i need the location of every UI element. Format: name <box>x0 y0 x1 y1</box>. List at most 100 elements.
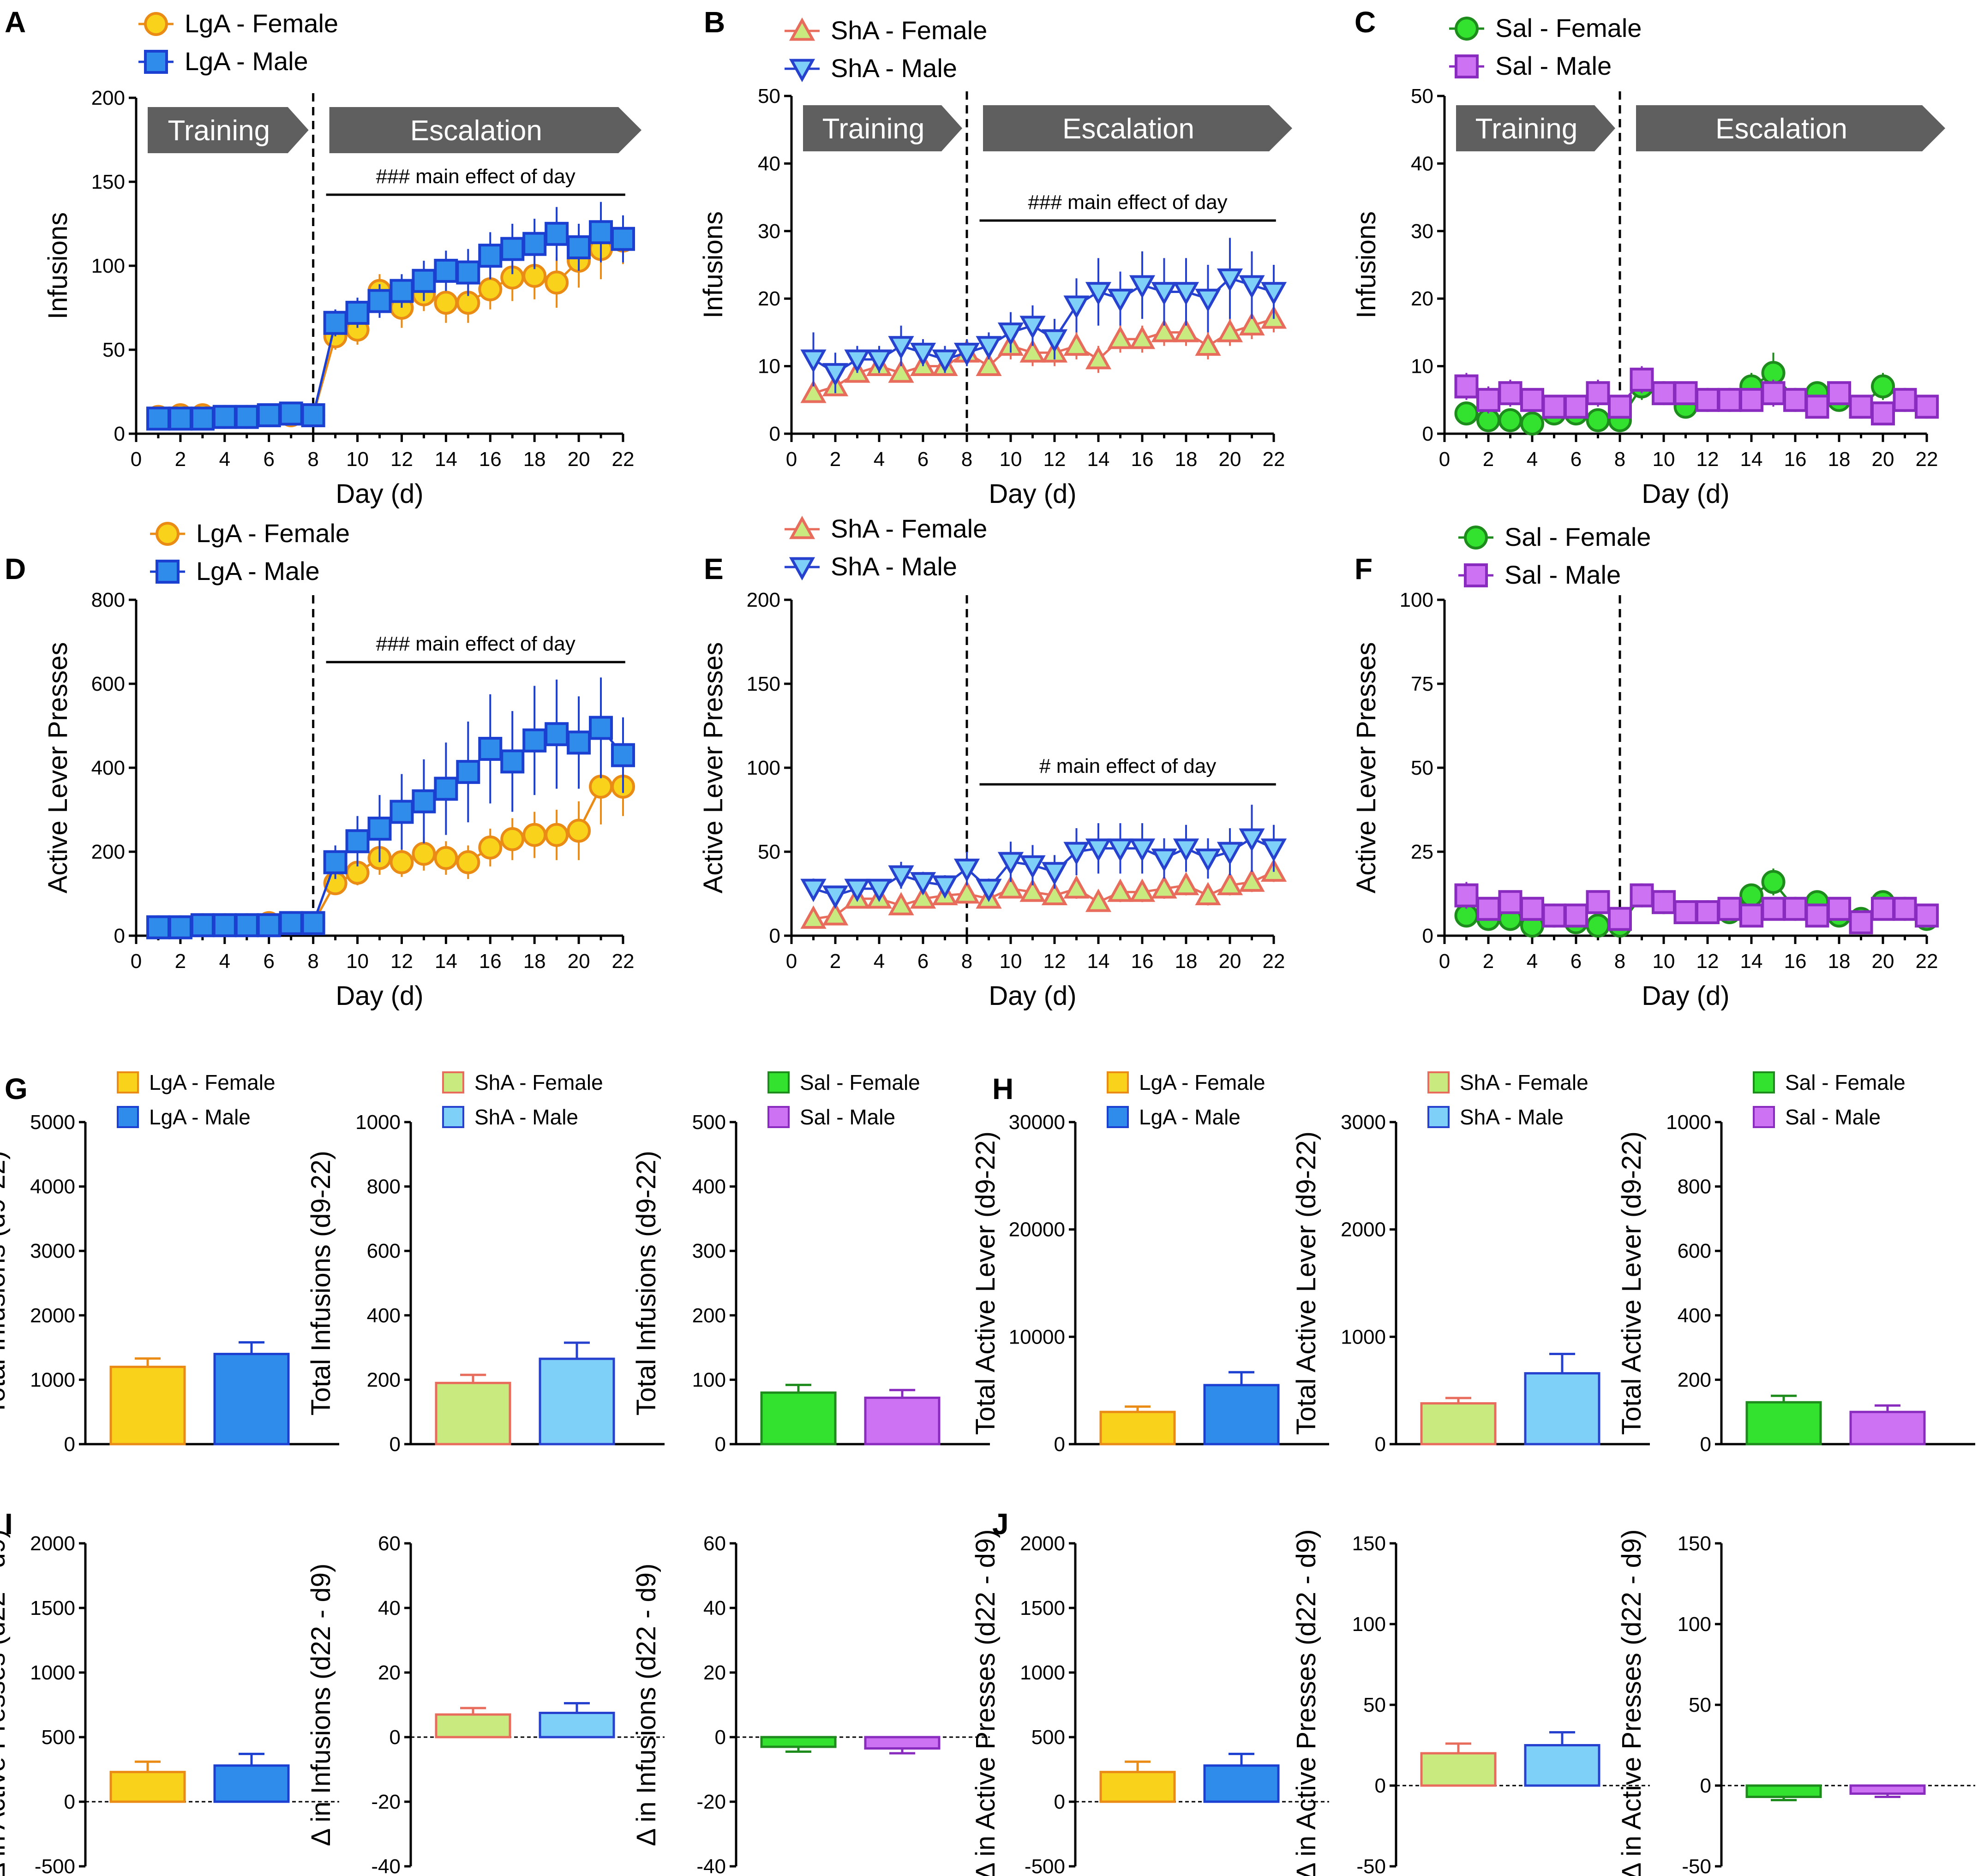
x-tick-label: 16 <box>1784 950 1807 973</box>
data-point <box>1520 412 1544 436</box>
y-tick-label: 2000 <box>30 1532 75 1555</box>
legend-label: Sal - Male <box>1504 560 1621 589</box>
data-point <box>844 349 870 373</box>
data-point <box>1696 900 1720 925</box>
data-point <box>1805 394 1829 419</box>
training-phase-arrow <box>803 105 962 151</box>
legend-label: ShA - Male <box>831 552 957 581</box>
bar-sal-female <box>1745 1784 1822 1798</box>
x-tick-label: 6 <box>263 950 274 973</box>
legend-label: Sal - Female <box>800 1070 920 1094</box>
bar-lga-female <box>109 1771 186 1803</box>
data-point <box>910 342 936 366</box>
data-point <box>1041 882 1068 906</box>
y-axis-title: Δ in Active Presses (d22 - d9) <box>1617 1529 1647 1876</box>
legend: ShA - Female ShA - Male <box>785 16 987 83</box>
legend-swatch <box>1107 1071 1129 1093</box>
legend-label: ShA - Male <box>1460 1105 1564 1129</box>
significance-annotation: ### main effect of day <box>376 165 575 188</box>
training-phase-label: Training <box>1475 113 1578 145</box>
data-point <box>1151 319 1177 342</box>
y-axis-title: Δ in Infusions (d22 - d9) <box>306 1564 336 1846</box>
legend-swatch <box>1427 1106 1450 1128</box>
data-point <box>168 915 192 939</box>
panel-label: C <box>1355 6 1376 39</box>
data-point <box>1608 907 1632 931</box>
data-point <box>1871 401 1895 426</box>
x-tick-label: 10 <box>1000 448 1022 471</box>
data-point <box>1498 381 1522 406</box>
bar-chart-sub-5: 0 200 400 600 800 1000 Total Active Lever (d9-… <box>1617 1070 1975 1456</box>
significance-annotation: # main effect of day <box>1039 755 1216 777</box>
x-tick-label: 6 <box>917 448 929 471</box>
legend-label: ShA - Female <box>831 16 987 45</box>
data-point <box>589 774 613 799</box>
bar-chart-sub-1: 0 200 400 600 800 1000 Total Infusions (d9-22)… <box>306 1070 665 1456</box>
data-point <box>1151 875 1177 899</box>
data-point <box>257 403 281 427</box>
bar-lga-male <box>213 1353 290 1446</box>
x-tick-label: 22 <box>1263 950 1285 973</box>
y-tick-label: 50 <box>102 339 125 361</box>
x-tick-label: 16 <box>1784 448 1807 471</box>
data-point <box>390 279 414 303</box>
x-tick-label: 4 <box>874 448 885 471</box>
data-point <box>279 911 303 935</box>
y-tick-label: 0 <box>1375 1433 1386 1456</box>
x-tick-label: 0 <box>131 950 142 973</box>
bar-sal-female <box>760 1736 837 1748</box>
bar-lga-female <box>1099 1410 1176 1446</box>
y-tick-label: 0 <box>1422 423 1433 445</box>
x-tick-label: 6 <box>917 950 929 973</box>
data-point <box>1173 872 1199 896</box>
data-point <box>1454 374 1479 399</box>
data-point <box>1041 862 1068 885</box>
data-point <box>1871 896 1895 921</box>
data-point <box>1019 855 1046 879</box>
x-tick-label: 4 <box>1527 448 1538 471</box>
legend-marker <box>1455 54 1479 78</box>
x-tick-label: 4 <box>219 448 230 471</box>
x-tick-label: 8 <box>1614 448 1625 471</box>
y-tick-label: 500 <box>42 1726 75 1749</box>
chart-panel-b: B 0 10 20 30 40 50 0 2 4 6 8 10 12 14 16 18 20 22 Day (d) In… <box>698 6 1292 509</box>
data-point <box>1520 896 1544 921</box>
legend-swatch <box>1427 1071 1450 1093</box>
escalation-phase-label: Escalation <box>1715 113 1847 145</box>
x-axis-title: Day (d) <box>989 981 1076 1011</box>
x-tick-label: 12 <box>1696 950 1719 973</box>
data-point <box>1696 388 1720 412</box>
y-tick-label: 25 <box>1411 841 1433 863</box>
data-point <box>1783 388 1807 412</box>
data-point <box>822 902 849 926</box>
x-tick-label: 10 <box>1653 448 1675 471</box>
data-point <box>1151 282 1177 305</box>
data-point <box>456 850 480 874</box>
x-tick-label: 20 <box>1872 448 1894 471</box>
x-tick-label: 16 <box>479 448 502 471</box>
x-tick-label: 16 <box>1131 448 1154 471</box>
data-point <box>1217 268 1243 292</box>
panel-label: H <box>992 1072 1013 1105</box>
data-point <box>932 349 958 373</box>
data-point <box>1260 838 1287 862</box>
data-point <box>1173 319 1199 342</box>
data-point <box>1019 878 1046 902</box>
bar-chart-sub-7: -40 -20 0 20 40 60 Δ in Infusions (d22 - d9) <box>306 1532 665 1876</box>
series-lga-female <box>146 217 635 429</box>
data-point <box>1827 896 1851 921</box>
y-tick-label: 800 <box>367 1176 401 1198</box>
data-point <box>1739 883 1763 908</box>
data-point <box>1454 883 1479 908</box>
y-tick-label: 1500 <box>30 1597 75 1619</box>
data-point <box>1063 842 1090 866</box>
data-point <box>500 237 525 261</box>
data-point <box>234 913 259 938</box>
data-point <box>953 859 980 882</box>
y-tick-label: -20 <box>696 1791 726 1813</box>
y-axis-title: Δ in Infusions (d22 - d9) <box>631 1564 661 1846</box>
legend-label: ShA - Female <box>831 514 987 543</box>
panel-label: D <box>5 552 26 586</box>
bar-chart-sub-2: 0 100 200 300 400 500 Total Infusions (d9-22) S… <box>631 1070 990 1456</box>
legend-label: LgA - Male <box>185 47 308 76</box>
